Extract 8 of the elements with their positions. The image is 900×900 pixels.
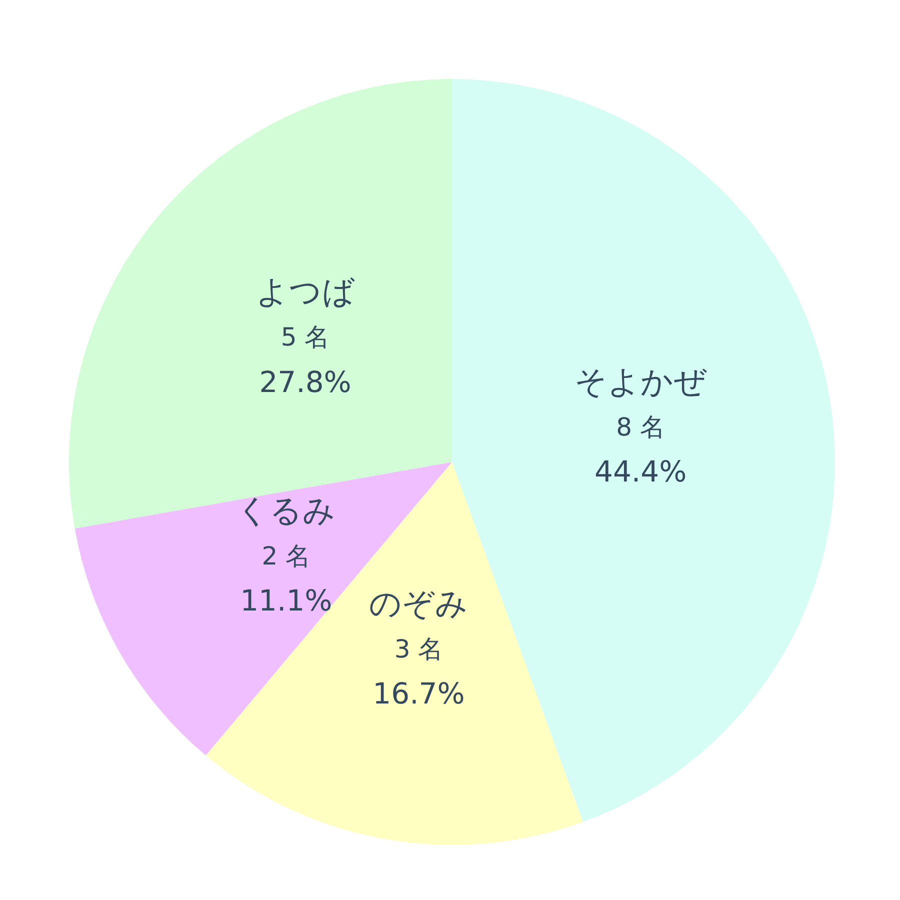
slice-label: そよかぜ xyxy=(574,362,708,400)
data-label: 5 名 27.8% xyxy=(259,322,352,399)
data-label: 8 名 44.4% xyxy=(594,412,687,489)
slice-label: のぞみ xyxy=(369,584,468,622)
data-label: 3 名 16.7% xyxy=(372,634,465,711)
data-label: 2 名 11.1% xyxy=(240,542,332,618)
slice-label: よつば xyxy=(256,272,355,311)
slice-label: くるみ xyxy=(236,492,336,530)
